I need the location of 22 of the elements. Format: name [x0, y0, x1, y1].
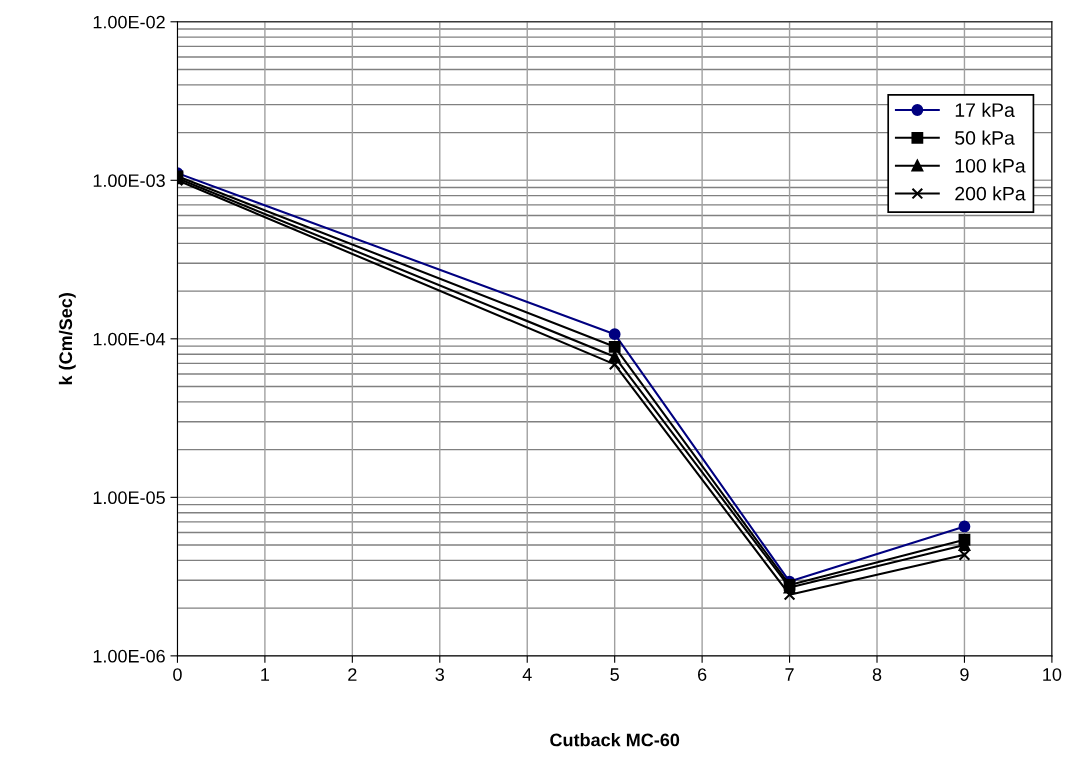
- x-tick-label: 2: [348, 668, 357, 681]
- x-tick-label: 8: [872, 668, 882, 681]
- x-axis-title: Cutback MC-60: [550, 733, 680, 747]
- y-tick-label: 1.00E-05: [93, 491, 165, 505]
- legend-label: 50 kPa: [955, 130, 1015, 145]
- x-tick-label: 1: [261, 668, 270, 681]
- y-tick-label: 1.00E-03: [93, 174, 165, 188]
- y-tick-label: 1.00E-02: [93, 15, 165, 29]
- x-tick-label: 10: [1043, 668, 1062, 681]
- y-tick-label: 1.00E-06: [93, 649, 165, 663]
- legend-label: 200 kPa: [955, 186, 1026, 201]
- legend-label: 17 kPa: [955, 102, 1015, 117]
- y-tick-label: 1.00E-04: [93, 332, 166, 346]
- legend-label: 100 kPa: [955, 158, 1026, 173]
- y-axis-title: k (Cm/Sec): [58, 293, 76, 385]
- x-tick-label: 3: [435, 668, 445, 681]
- x-tick-label: 7: [785, 668, 794, 681]
- x-tick-label: 5: [610, 668, 619, 681]
- x-tick-label: 4: [522, 668, 532, 681]
- x-tick-label: 0: [173, 668, 182, 681]
- x-tick-label: 9: [960, 668, 969, 681]
- x-tick-label: 6: [698, 668, 707, 681]
